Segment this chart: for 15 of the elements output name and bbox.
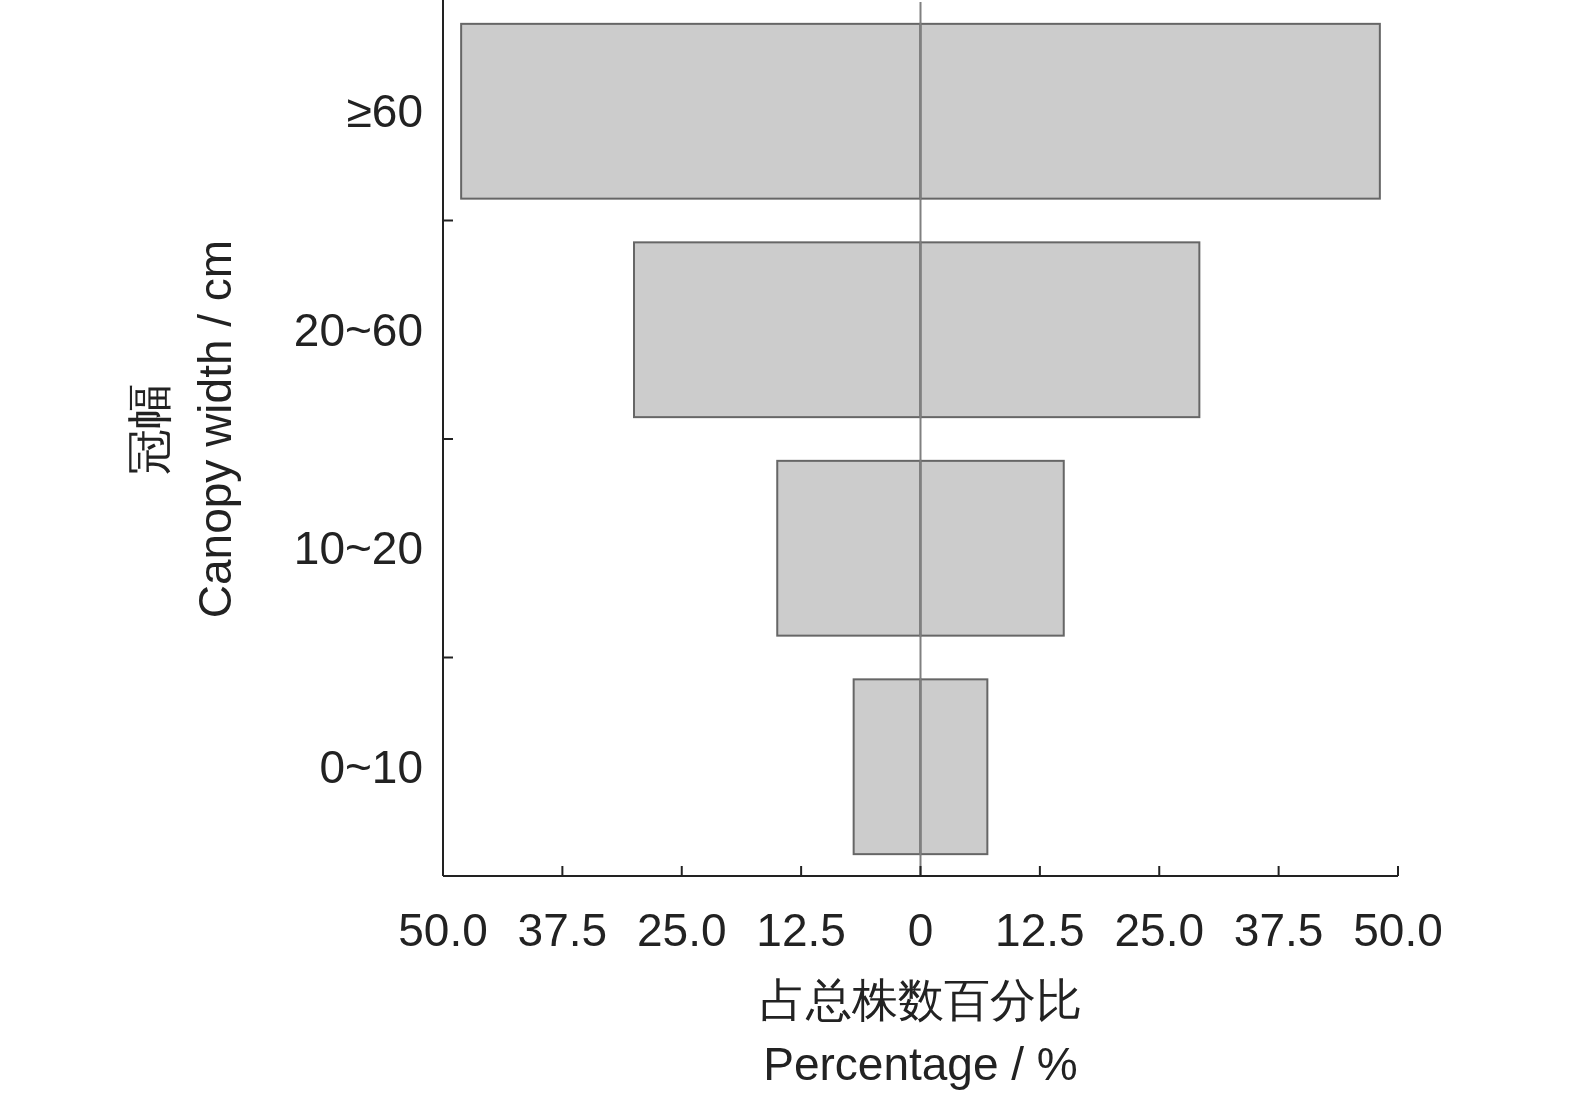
x-tick-label: 25.0 [1114, 904, 1205, 956]
y-tick-label: 10~20 [293, 522, 423, 575]
x-axis-title: 占总株数百分比 Percentage / % [759, 974, 1082, 1090]
x-tick-label: 50.0 [398, 904, 488, 956]
y-tick-label: 20~60 [293, 303, 423, 356]
y-tick-label: ≥60 [346, 85, 423, 138]
y-tick-label: 0~10 [319, 740, 423, 793]
x-tick-label: 37.5 [1233, 904, 1324, 956]
x-tick-label: 50.0 [1353, 904, 1443, 956]
x-tick-label: 25.0 [636, 904, 727, 956]
x-tick-label: 0 [907, 904, 934, 956]
x-tick-label: 12.5 [756, 904, 846, 956]
x-tick-label: 12.5 [995, 904, 1085, 956]
x-tick-label: 37.5 [517, 904, 608, 956]
y-axis-title: 冠幅 Canopy width / cm [123, 239, 241, 619]
